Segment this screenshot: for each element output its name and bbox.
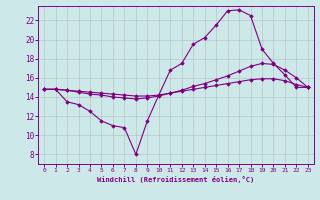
- X-axis label: Windchill (Refroidissement éolien,°C): Windchill (Refroidissement éolien,°C): [97, 176, 255, 183]
